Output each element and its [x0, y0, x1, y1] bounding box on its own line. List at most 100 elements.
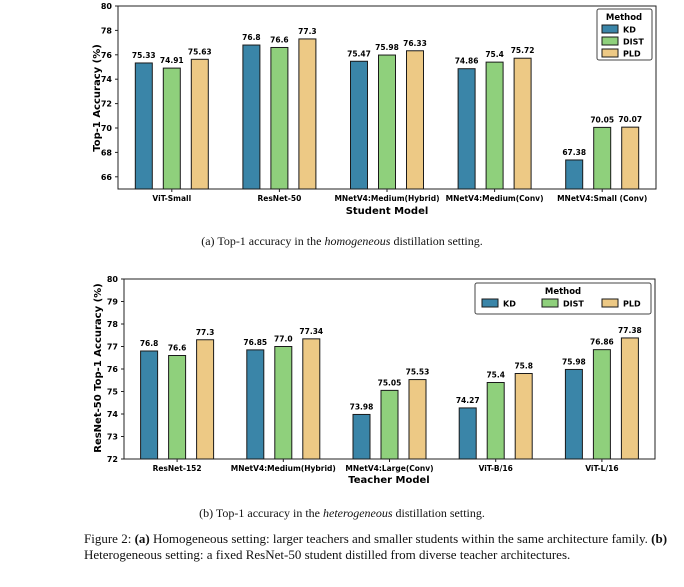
- b-data-label: 75.4: [486, 371, 505, 380]
- a-xtick-label: ViT-Small: [152, 194, 191, 203]
- b-legend-label-dist: DIST: [563, 300, 584, 309]
- b-legend-label-pld: PLD: [623, 300, 641, 309]
- a-bar-kd: [134, 62, 153, 190]
- b-legend-swatch-pld: [601, 298, 619, 308]
- b-legend-label-kd: KD: [503, 300, 516, 309]
- a-bar-dist: [593, 126, 612, 190]
- b-ytick-label: 80: [107, 275, 119, 284]
- a-legend-label-pld: PLD: [623, 50, 641, 59]
- b-xtick-label: MNetV4:Large(Conv): [345, 464, 433, 473]
- subcaption-b-suffix: distillation setting.: [392, 506, 485, 520]
- b-data-label: 75.53: [406, 368, 430, 377]
- b-data-label: 77.3: [196, 328, 215, 337]
- figure-caption: Figure 2: (a) Homogeneous setting: large…: [84, 531, 674, 563]
- b-ytick-label: 79: [107, 298, 119, 307]
- a-bar-kd: [350, 60, 368, 190]
- a-legend-label-kd: KD: [623, 26, 636, 35]
- figure-part-a-tag: (a): [134, 531, 150, 546]
- chart-b-legend: Method KD DIST PLD: [474, 282, 652, 315]
- a-ytick-label: 80: [101, 2, 113, 11]
- a-ytick-label: 70: [101, 124, 113, 133]
- a-data-label: 74.91: [160, 56, 184, 65]
- b-xtick-label: MNetV4:Medium(Hybrid): [231, 464, 336, 473]
- a-bar-dist: [162, 67, 181, 190]
- a-xtick-label: MNetV4:Small (Conv): [557, 194, 647, 203]
- a-data-label: 77.3: [298, 27, 317, 36]
- b-bar-dist: [380, 389, 399, 460]
- b-data-label: 76.8: [140, 339, 159, 348]
- b-bar-dist: [592, 349, 611, 460]
- b-legend-swatch-dist: [541, 298, 559, 308]
- b-bar-dist: [274, 346, 293, 460]
- b-bar-dist: [168, 355, 187, 460]
- b-xtick-label: ResNet-152: [153, 464, 202, 473]
- a-bar-pld: [298, 38, 317, 190]
- figure-label: Figure 2:: [84, 531, 135, 546]
- a-ytick-label: 78: [101, 26, 113, 35]
- b-data-label: 76.6: [168, 344, 187, 353]
- b-legend-swatch-kd: [481, 298, 499, 308]
- a-ytick-label: 72: [101, 100, 112, 109]
- a-xtick-label: ResNet-50: [257, 194, 301, 203]
- a-data-label: 76.33: [403, 39, 427, 48]
- a-bar-pld: [621, 126, 640, 190]
- a-bar-pld: [190, 58, 209, 190]
- b-data-label: 75.98: [562, 357, 586, 366]
- a-data-label: 67.38: [562, 148, 586, 157]
- chart-a-legend-title: Method: [606, 13, 642, 23]
- b-data-label: 73.98: [350, 402, 374, 411]
- b-ytick-label: 73: [107, 433, 118, 442]
- figure-part-a-text: Homogeneous setting: larger teachers and…: [149, 531, 652, 546]
- a-xtick-label: MNetV4:Medium(Hybrid): [334, 194, 439, 203]
- a-bar-kd: [565, 159, 584, 190]
- figure-part-b-text: Heterogeneous setting: a fixed ResNet-50…: [84, 547, 571, 562]
- b-bar-kd: [458, 407, 477, 460]
- b-data-label: 77.0: [274, 335, 293, 344]
- b-bar-kd: [564, 368, 583, 460]
- a-bar-kd: [457, 68, 476, 190]
- a-data-label: 76.6: [270, 35, 289, 44]
- a-legend-swatch-dist: [601, 36, 619, 46]
- subcaption-b-prefix: (b) Top-1 accuracy in the: [199, 506, 323, 520]
- b-data-label: 76.86: [590, 338, 614, 347]
- a-data-label: 70.05: [590, 115, 614, 124]
- chart-a-legend: Method KD DIST PLD: [596, 8, 653, 61]
- a-bar-dist: [485, 61, 504, 190]
- b-ytick-label: 77: [107, 343, 118, 352]
- a-ytick-label: 66: [101, 173, 113, 182]
- b-ytick-label: 74: [107, 410, 119, 419]
- b-bar-dist: [486, 382, 505, 460]
- b-bar-pld: [408, 379, 427, 460]
- b-ytick-label: 72: [107, 455, 118, 464]
- b-data-label: 77.34: [299, 327, 323, 336]
- b-data-label: 75.8: [514, 362, 533, 371]
- a-legend-label-dist: DIST: [623, 38, 644, 47]
- chart-heterogeneous: 72 73 74 75 76 77 78 79 80 76.8 76.6 77.3 76.85 77.0…: [0, 268, 684, 498]
- chart-b-xlabel: Teacher Model: [348, 475, 429, 486]
- a-data-label: 76.8: [242, 33, 261, 42]
- a-data-label: 75.47: [347, 49, 371, 58]
- chart-a-ylabel: Top-1 Accuracy (%): [92, 44, 103, 152]
- a-bar-kd: [242, 44, 261, 190]
- a-bar-pld: [406, 50, 424, 190]
- subcaption-a-emphasis: homogeneous: [324, 234, 391, 248]
- a-legend-swatch-kd: [601, 24, 619, 34]
- subcaption-a: (a) Top-1 accuracy in the homogeneous di…: [0, 234, 684, 249]
- chart-a-xlabel: Student Model: [346, 206, 429, 217]
- subcaption-a-suffix: distillation setting.: [390, 234, 483, 248]
- figure-part-b-tag: (b): [651, 531, 668, 546]
- b-data-label: 75.05: [378, 378, 402, 387]
- a-data-label: 75.98: [375, 43, 399, 52]
- a-legend-swatch-pld: [601, 48, 619, 58]
- b-xtick-label: ViT-L/16: [585, 464, 618, 473]
- a-data-label: 75.4: [485, 50, 504, 59]
- a-data-label: 75.33: [132, 51, 156, 60]
- b-bar-kd: [140, 350, 159, 460]
- b-bar-pld: [514, 373, 533, 460]
- b-bar-pld: [302, 338, 321, 460]
- subcaption-a-prefix: (a) Top-1 accuracy in the: [201, 234, 325, 248]
- b-xtick-label: ViT-B/16: [479, 464, 513, 473]
- a-ytick-label: 74: [101, 75, 113, 84]
- a-xtick-label: MNetV4:Medium(Conv): [446, 194, 544, 203]
- a-ytick-label: 76: [101, 51, 113, 60]
